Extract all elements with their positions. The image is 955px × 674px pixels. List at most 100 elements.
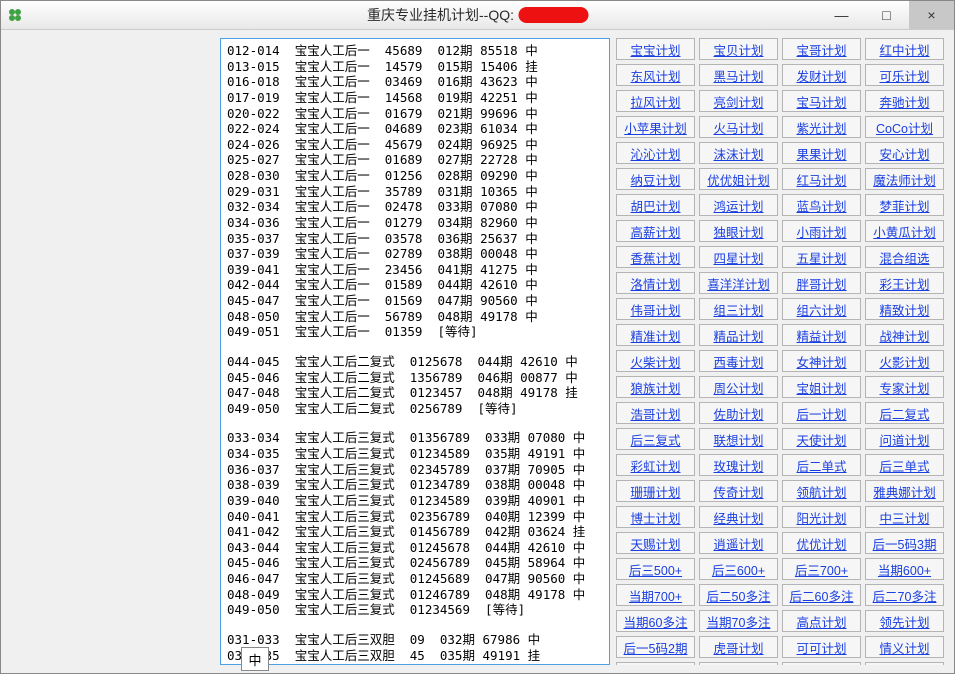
plan-button[interactable]: 珊珊计划 [616,480,695,502]
plan-button[interactable]: 财神计划 [782,662,861,665]
plan-button[interactable]: 魔法师计划 [865,168,944,190]
plan-button[interactable]: 纳豆计划 [616,168,695,190]
plan-button[interactable]: 混合组选 [865,246,944,268]
plan-button[interactable]: 小苹果计划 [616,116,695,138]
plan-button[interactable]: 当期600+ [865,558,944,580]
plan-button[interactable]: 组三计划 [699,298,778,320]
plan-button[interactable]: 宝宝计划 [616,38,695,60]
plan-button[interactable]: 天使计划 [782,428,861,450]
plan-button[interactable]: 佐助计划 [699,402,778,424]
plan-button[interactable]: 火柴计划 [616,350,695,372]
plan-button[interactable]: 彩虹计划 [616,454,695,476]
plan-button[interactable]: 浩哥计划 [616,402,695,424]
plan-button[interactable]: 周公计划 [699,376,778,398]
plan-button[interactable]: 沫沫计划 [699,142,778,164]
plan-button[interactable]: 五星计划 [782,246,861,268]
plan-button[interactable]: 专家计划 [865,376,944,398]
plan-button[interactable]: 领航计划 [782,480,861,502]
plan-button[interactable]: 鸿运计划 [699,194,778,216]
plan-button[interactable]: 后三700+ [782,558,861,580]
plan-button[interactable]: 红中计划 [865,38,944,60]
plan-button[interactable]: 东风计划 [616,64,695,86]
plan-button[interactable]: 情义计划 [865,636,944,658]
plan-button[interactable]: 精准计划 [616,324,695,346]
plan-button[interactable]: 精品计划 [699,324,778,346]
plan-button[interactable]: 传奇计划 [699,480,778,502]
plan-button[interactable]: 可可计划 [782,636,861,658]
plan-button[interactable]: 小雨计划 [782,220,861,242]
plan-button[interactable]: 独眼计划 [699,220,778,242]
plan-button[interactable]: 天赐计划 [616,532,695,554]
plan-button[interactable]: 当期700+ [616,584,695,606]
plan-button[interactable]: 优优计划 [782,532,861,554]
plan-button[interactable]: 小黄瓜计划 [865,220,944,242]
plan-button[interactable]: 沁沁计划 [616,142,695,164]
plan-button[interactable]: 亮剑计划 [699,90,778,112]
plan-button[interactable]: 后二70多注 [865,584,944,606]
plan-button[interactable]: 博士计划 [616,506,695,528]
plan-button[interactable]: 香蕉计划 [616,246,695,268]
maximize-button[interactable]: □ [864,1,909,29]
plan-button[interactable]: 火马计划 [699,116,778,138]
close-button[interactable]: × [909,1,954,29]
plan-button[interactable]: 红马计划 [782,168,861,190]
plan-button[interactable]: 后二复式 [865,402,944,424]
plan-button[interactable]: 雅典娜计划 [865,480,944,502]
plan-button[interactable]: 战神计划 [865,324,944,346]
plan-button[interactable]: 虎哥计划 [699,636,778,658]
plan-button[interactable]: 逍遥计划 [699,532,778,554]
plan-button[interactable]: 后一计划 [782,402,861,424]
plan-button[interactable]: 四星计划 [699,246,778,268]
plan-button[interactable]: 玫瑰计划 [699,454,778,476]
plan-button[interactable]: 阳光计划 [782,506,861,528]
plan-button[interactable]: 领先计划 [865,610,944,632]
plan-button[interactable]: 可乐计划 [865,64,944,86]
plan-button[interactable]: 孤独计划 [699,662,778,665]
plan-button[interactable]: 后一5码3期 [865,532,944,554]
plan-button[interactable]: 发财计划 [782,64,861,86]
plan-button[interactable]: 蓝鸟计划 [782,194,861,216]
plan-button[interactable]: 伟哥计划 [616,298,695,320]
plan-button[interactable]: 高点计划 [782,610,861,632]
plan-button[interactable]: 仔仔计划 [865,662,944,665]
minimize-button[interactable]: — [819,1,864,29]
plan-button[interactable]: 宝姐计划 [782,376,861,398]
plan-button[interactable]: 女神计划 [782,350,861,372]
plan-button[interactable]: CoCo计划 [865,116,944,138]
plan-button[interactable]: 后一5码2期 [616,636,695,658]
plan-button[interactable]: 当期60多注 [616,610,695,632]
plan-button[interactable]: 联想计划 [699,428,778,450]
plan-button[interactable]: 后二单式 [782,454,861,476]
plan-button[interactable]: 喜洋洋计划 [699,272,778,294]
plan-button[interactable]: 紫光计划 [782,116,861,138]
plan-button[interactable]: 后三500+ [616,558,695,580]
plan-button[interactable]: 高薪计划 [616,220,695,242]
plan-button[interactable]: 火影计划 [865,350,944,372]
plan-button[interactable]: 精致计划 [865,298,944,320]
plan-button[interactable]: 中三计划 [865,506,944,528]
plan-button[interactable]: 后三600+ [699,558,778,580]
plan-button[interactable]: 宝哥计划 [782,38,861,60]
plan-button[interactable]: 安心计划 [865,142,944,164]
plan-button[interactable]: 梦菲计划 [865,194,944,216]
plan-button[interactable]: 后二60多注 [782,584,861,606]
plan-button[interactable]: 精益计划 [782,324,861,346]
plan-button[interactable]: 当期70多注 [699,610,778,632]
plan-button[interactable]: 黑马计划 [699,64,778,86]
plan-button[interactable]: 胡巴计划 [616,194,695,216]
plan-button[interactable]: 荷塘计划 [616,662,695,665]
plan-button[interactable]: 后三单式 [865,454,944,476]
plan-button[interactable]: 西毒计划 [699,350,778,372]
plan-button[interactable]: 胖哥计划 [782,272,861,294]
plan-button[interactable]: 优优姐计划 [699,168,778,190]
log-panel[interactable]: 012-014 宝宝人工后一 45689 012期 85518 中 013-01… [220,38,610,665]
plan-button[interactable]: 彩王计划 [865,272,944,294]
plan-button[interactable]: 拉风计划 [616,90,695,112]
plan-button[interactable]: 后二50多注 [699,584,778,606]
plan-button[interactable]: 宝马计划 [782,90,861,112]
plan-button[interactable]: 果果计划 [782,142,861,164]
plan-button[interactable]: 问道计划 [865,428,944,450]
plan-button[interactable]: 洛情计划 [616,272,695,294]
plan-button[interactable]: 奔驰计划 [865,90,944,112]
plan-button[interactable]: 经典计划 [699,506,778,528]
